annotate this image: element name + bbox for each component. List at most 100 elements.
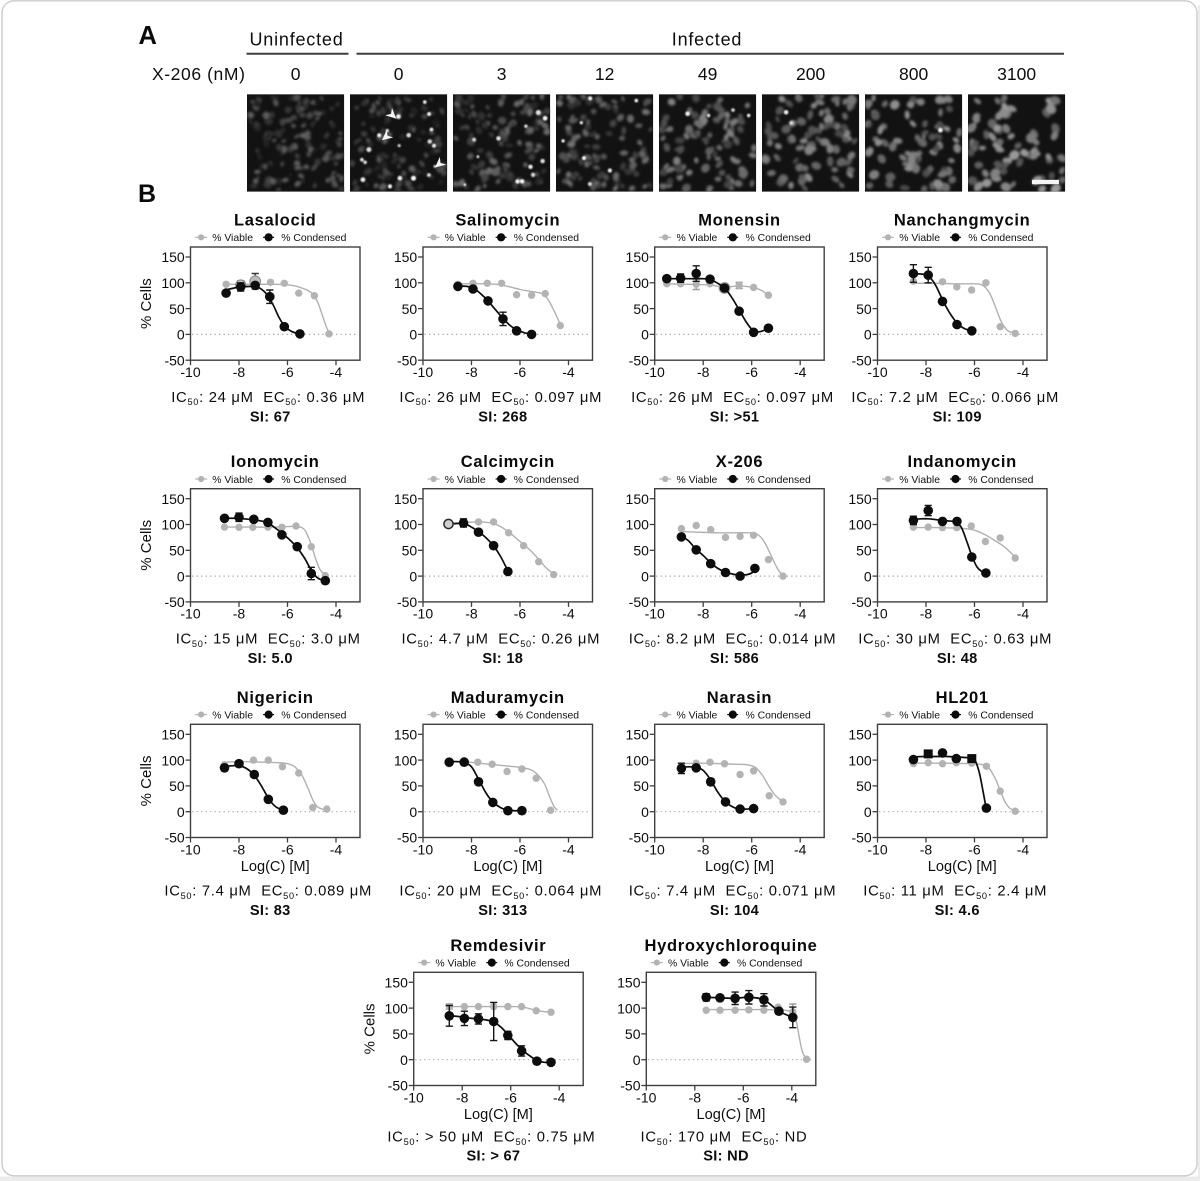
svg-text:IC50: 15 μM EC50: 3.0 μM: IC50: 15 μM EC50: 3.0 μM — [176, 632, 361, 649]
svg-text:-6: -6 — [745, 841, 758, 857]
svg-text:-6: -6 — [514, 841, 527, 857]
svg-text:0: 0 — [409, 804, 417, 820]
svg-text:IC50: 11 μM EC50: 2.4 μM: IC50: 11 μM EC50: 2.4 μM — [863, 884, 1047, 901]
svg-text:-10: -10 — [645, 606, 665, 622]
svg-text:% Condensed: % Condensed — [746, 475, 811, 486]
svg-text:IC50: 4.7 μM EC50: 0.26 μM: IC50: 4.7 μM EC50: 0.26 μM — [401, 632, 600, 649]
svg-text:-4: -4 — [786, 1089, 799, 1105]
svg-text:SI: 313: SI: 313 — [478, 903, 527, 919]
svg-text:-50: -50 — [629, 594, 649, 610]
svg-text:-4: -4 — [794, 364, 807, 380]
svg-text:-6: -6 — [745, 364, 758, 380]
svg-text:-8: -8 — [465, 364, 478, 380]
svg-text:% Viable: % Viable — [212, 475, 253, 486]
svg-text:150: 150 — [848, 727, 872, 743]
svg-text:SI: ND: SI: ND — [703, 1149, 749, 1165]
svg-text:% Viable: % Viable — [677, 475, 718, 486]
svg-text:-4: -4 — [1017, 841, 1030, 857]
svg-text:-8: -8 — [697, 841, 710, 857]
svg-text:100: 100 — [848, 275, 872, 291]
svg-text:SI: 104: SI: 104 — [710, 903, 760, 919]
svg-text:Log(C) [M]: Log(C) [M] — [928, 859, 997, 875]
svg-text:-8: -8 — [465, 606, 478, 622]
svg-text:50: 50 — [169, 778, 185, 794]
svg-text:IC50: 7.4 μM EC50: 0.089 μM: IC50: 7.4 μM EC50: 0.089 μM — [164, 884, 372, 901]
svg-text:% Viable: % Viable — [445, 233, 486, 244]
svg-text:-8: -8 — [689, 1089, 702, 1105]
svg-text:Uninfected: Uninfected — [249, 30, 343, 50]
svg-text:-6: -6 — [281, 841, 294, 857]
svg-text:100: 100 — [626, 275, 650, 291]
svg-text:0: 0 — [400, 1052, 408, 1068]
svg-text:Hydroxychloroquine: Hydroxychloroquine — [644, 937, 817, 955]
svg-text:% Viable: % Viable — [899, 475, 940, 486]
svg-text:% Viable: % Viable — [445, 710, 486, 721]
svg-text:150: 150 — [626, 727, 650, 743]
svg-text:% Condensed: % Condensed — [746, 710, 811, 721]
svg-text:% Viable: % Viable — [677, 233, 718, 244]
svg-text:% Condensed: % Condensed — [514, 710, 579, 721]
svg-text:IC50: 8.2 μM EC50: 0.014 μM: IC50: 8.2 μM EC50: 0.014 μM — [629, 632, 837, 649]
svg-text:Salinomycin: Salinomycin — [455, 212, 560, 230]
svg-text:-50: -50 — [629, 352, 649, 368]
svg-text:IC50: 26 μM EC50: 0.097 μM: IC50: 26 μM EC50: 0.097 μM — [399, 390, 602, 407]
svg-text:Maduramycin: Maduramycin — [451, 689, 565, 707]
svg-text:-50: -50 — [164, 594, 184, 610]
svg-text:% Viable: % Viable — [445, 475, 486, 486]
svg-text:IC50: 7.2 μM EC50: 0.066 μM: IC50: 7.2 μM EC50: 0.066 μM — [851, 390, 1059, 407]
svg-text:150: 150 — [617, 975, 641, 991]
svg-text:SI: >51: SI: >51 — [710, 409, 760, 425]
svg-text:0: 0 — [291, 64, 301, 84]
svg-text:-4: -4 — [562, 841, 575, 857]
svg-text:% Cells: % Cells — [362, 1003, 379, 1054]
svg-text:SI: 18: SI: 18 — [482, 651, 523, 667]
svg-text:SI: 586: SI: 586 — [710, 651, 759, 667]
svg-text:50: 50 — [856, 543, 872, 559]
svg-text:-10: -10 — [645, 364, 665, 380]
svg-text:-8: -8 — [920, 841, 933, 857]
svg-text:% Viable: % Viable — [212, 233, 253, 244]
svg-text:% Condensed: % Condensed — [281, 233, 346, 244]
svg-text:-4: -4 — [1017, 606, 1030, 622]
svg-text:200: 200 — [796, 64, 825, 84]
svg-text:-10: -10 — [413, 606, 433, 622]
svg-text:0: 0 — [641, 568, 649, 584]
svg-text:-6: -6 — [968, 841, 981, 857]
svg-text:IC50: 7.4 μM EC50: 0.071 μM: IC50: 7.4 μM EC50: 0.071 μM — [629, 884, 837, 901]
svg-text:-10: -10 — [180, 364, 200, 380]
svg-text:-4: -4 — [562, 364, 575, 380]
svg-text:-10: -10 — [404, 1089, 424, 1105]
svg-text:100: 100 — [161, 275, 185, 291]
svg-text:12: 12 — [595, 64, 614, 84]
svg-text:% Condensed: % Condensed — [968, 233, 1033, 244]
svg-text:150: 150 — [161, 249, 185, 265]
svg-text:100: 100 — [617, 1000, 641, 1016]
svg-text:-50: -50 — [397, 594, 417, 610]
svg-text:0: 0 — [641, 804, 649, 820]
svg-text:-50: -50 — [851, 830, 871, 846]
svg-text:50: 50 — [169, 301, 185, 317]
svg-text:Log(C) [M]: Log(C) [M] — [464, 1107, 533, 1123]
svg-text:150: 150 — [161, 727, 185, 743]
svg-text:100: 100 — [394, 517, 418, 533]
svg-text:-4: -4 — [553, 1089, 566, 1105]
svg-text:50: 50 — [392, 1026, 408, 1042]
svg-text:150: 150 — [848, 249, 872, 265]
svg-text:800: 800 — [899, 64, 928, 84]
svg-text:50: 50 — [856, 301, 872, 317]
svg-text:100: 100 — [394, 275, 418, 291]
svg-text:-8: -8 — [920, 364, 933, 380]
svg-text:150: 150 — [161, 491, 185, 507]
svg-text:% Cells: % Cells — [138, 278, 155, 329]
svg-text:100: 100 — [161, 517, 185, 533]
svg-text:% Viable: % Viable — [677, 710, 718, 721]
svg-text:-4: -4 — [330, 364, 343, 380]
svg-text:150: 150 — [394, 727, 418, 743]
svg-text:3100: 3100 — [997, 64, 1036, 84]
svg-text:X-206: X-206 — [716, 453, 764, 471]
svg-text:-10: -10 — [180, 606, 200, 622]
svg-text:100: 100 — [385, 1000, 409, 1016]
svg-text:% Condensed: % Condensed — [968, 475, 1033, 486]
svg-text:Lasalocid: Lasalocid — [234, 212, 316, 230]
svg-text:-8: -8 — [465, 841, 478, 857]
